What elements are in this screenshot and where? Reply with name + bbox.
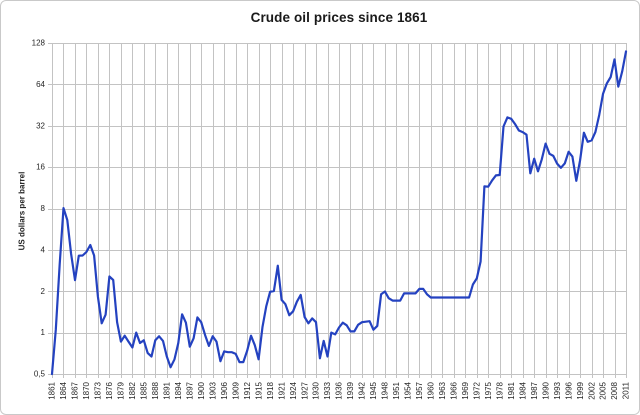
x-tick-label: 1966 [450, 381, 459, 399]
x-tick-label: 1939 [346, 381, 355, 399]
y-tick-label: 8 [41, 204, 46, 213]
y-tick-label: 0,5 [34, 370, 46, 379]
x-tick-label: 1984 [518, 381, 527, 399]
x-tick-label: 1867 [71, 381, 80, 399]
x-tick-label: 1930 [312, 381, 321, 399]
x-tick-label: 1945 [369, 381, 378, 399]
x-tick-label: 1927 [300, 381, 309, 399]
y-tick-label: 4 [41, 245, 46, 254]
x-tick-label: 1888 [151, 381, 160, 399]
x-tick-label: 2002 [587, 381, 596, 399]
x-tick-label: 1990 [541, 381, 550, 399]
gridlines [48, 43, 627, 378]
x-tick-label: 1999 [576, 381, 585, 399]
chart-title: Crude oil prices since 1861 [250, 10, 428, 25]
x-tick-label: 1969 [461, 381, 470, 399]
x-tick-label: 2005 [599, 381, 608, 399]
x-tick-label: 1942 [358, 381, 367, 399]
x-tick-label: 1951 [392, 381, 401, 399]
x-tick-label: 1975 [484, 381, 493, 399]
x-tick-label: 2008 [610, 381, 619, 399]
price-line [50, 50, 628, 376]
x-tick-label: 1987 [530, 381, 539, 399]
x-tick-label: 1870 [82, 381, 91, 399]
x-tick-label: 1864 [59, 381, 68, 399]
x-tick-label: 1912 [243, 381, 252, 399]
x-tick-label: 2011 [622, 381, 631, 399]
x-tick-label: 1882 [128, 381, 137, 399]
x-tick-label: 1900 [197, 381, 206, 399]
x-tick-label: 1978 [495, 381, 504, 399]
axis-labels: 1861 1864 1867 1870 1873 1876 1879 1882 1885 1888… [32, 39, 631, 400]
x-tick-label: 1993 [553, 381, 562, 399]
x-tick-label: 1909 [231, 381, 240, 399]
x-tick-label: 1897 [185, 381, 194, 399]
x-tick-label: 1876 [105, 381, 114, 399]
x-tick-label: 1894 [174, 381, 183, 399]
x-tick-label: 1960 [427, 381, 436, 399]
y-tick-label: 1 [41, 328, 46, 337]
x-tick-label: 1936 [335, 381, 344, 399]
x-tick-label: 1948 [381, 381, 390, 399]
y-tick-label: 2 [41, 287, 46, 296]
x-tick-label: 1972 [472, 381, 481, 399]
x-tick-label: 1963 [438, 381, 447, 399]
x-tick-label: 1918 [266, 381, 275, 399]
x-tick-label: 1957 [415, 381, 424, 399]
y-tick-label: 64 [36, 80, 45, 89]
x-tick-label: 1996 [564, 381, 573, 399]
x-tick-label: 1921 [277, 381, 286, 399]
x-tick-label: 1954 [404, 381, 413, 399]
x-tick-label: 1933 [323, 381, 332, 399]
x-tick-label: 1891 [163, 381, 172, 399]
x-tick-label: 1924 [289, 381, 298, 399]
x-tick-label: 1885 [140, 381, 149, 399]
x-tick-label: 1873 [94, 381, 103, 399]
x-tick-label: 1879 [117, 381, 126, 399]
y-tick-label: 32 [36, 121, 45, 130]
y-tick-label: 128 [32, 39, 46, 48]
x-tick-label: 1915 [254, 381, 263, 399]
x-tick-label: 1981 [507, 381, 516, 399]
x-tick-label: 1906 [220, 381, 229, 399]
x-tick-label: 1903 [208, 381, 217, 399]
x-tick-label: 1861 [48, 381, 57, 399]
y-tick-label: 16 [36, 163, 45, 172]
